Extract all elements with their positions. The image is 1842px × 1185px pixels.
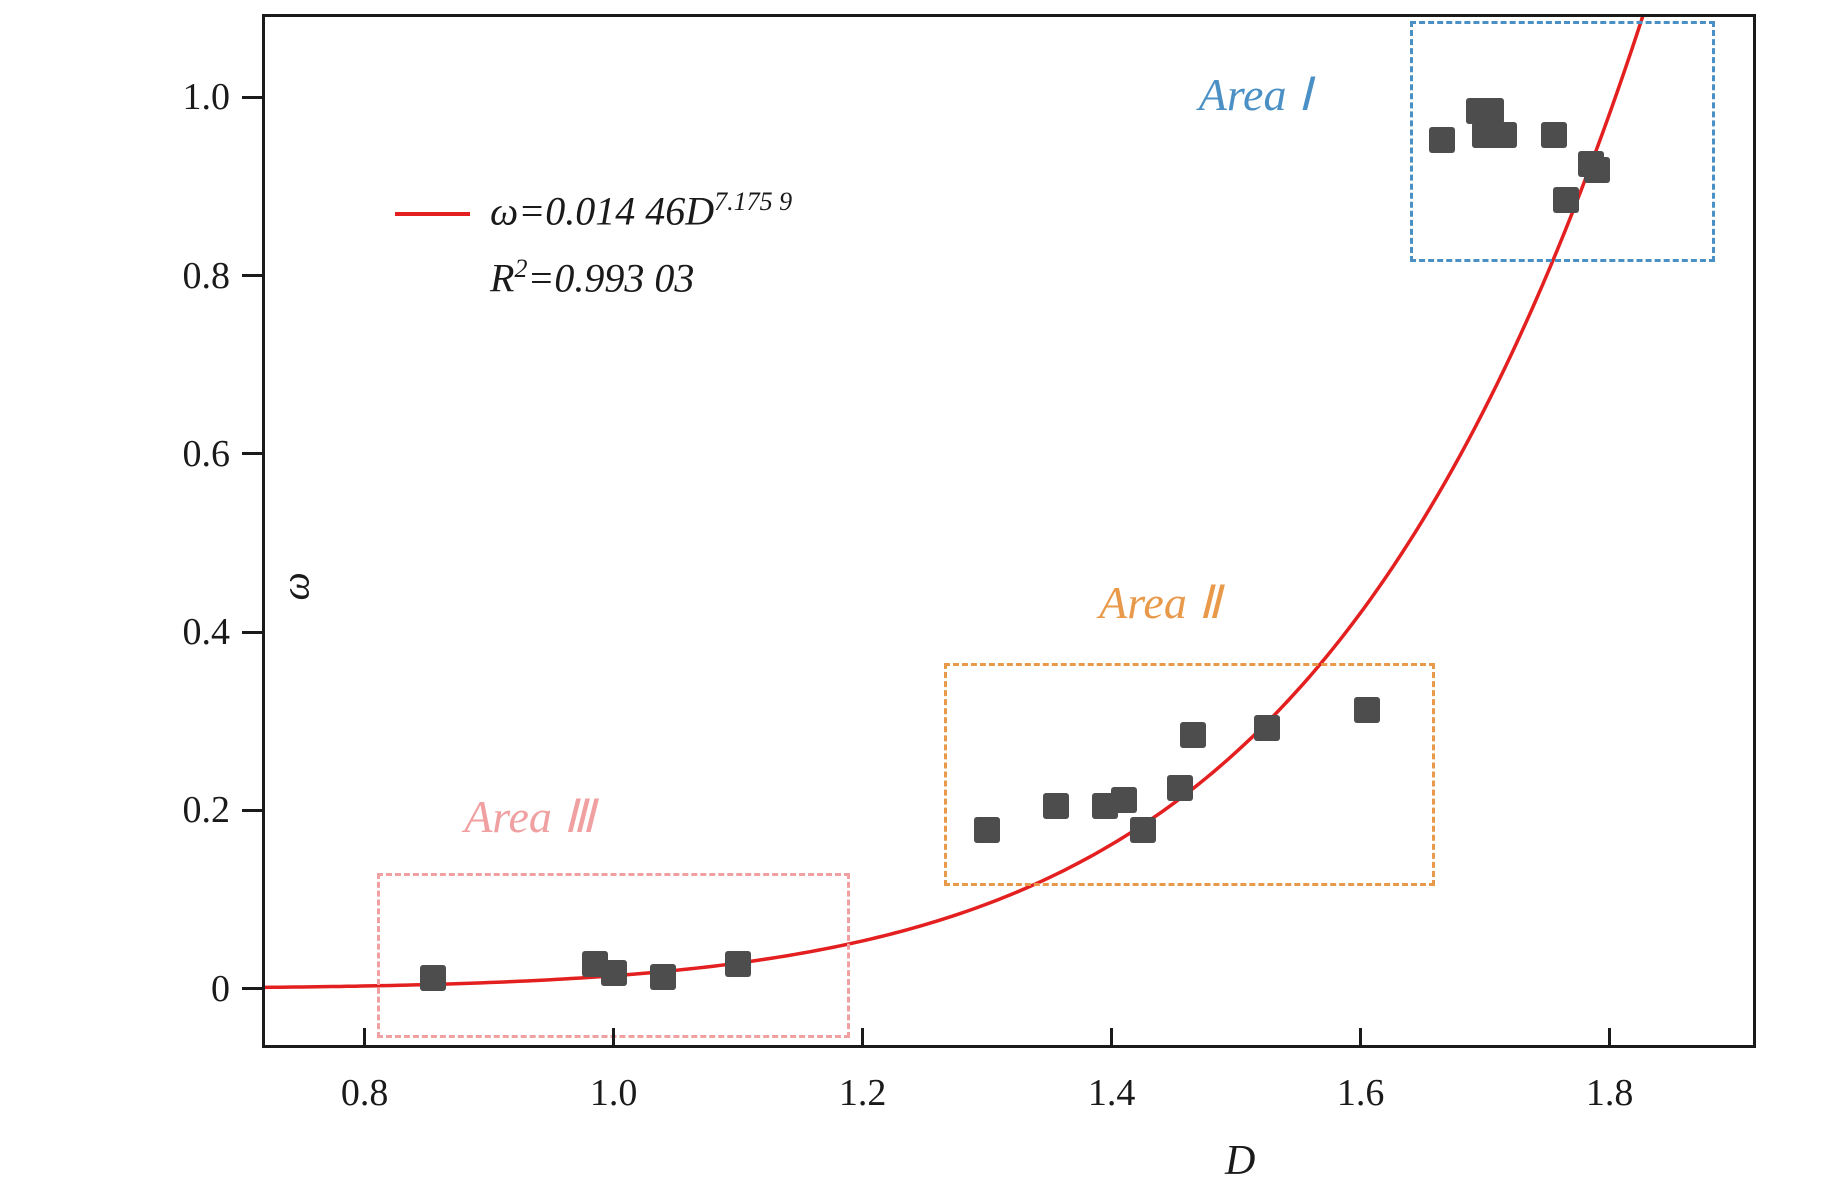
chart-container: D ω ω=0.014 46D7.175 9 R2=0.993 03 Area … bbox=[0, 0, 1842, 1166]
x-axis-tick-label: 1.2 bbox=[813, 1071, 913, 1115]
data-point-area2-9 bbox=[1354, 697, 1380, 723]
x-axis-label: D bbox=[1225, 1137, 1255, 1185]
y-axis-label: ω bbox=[272, 572, 319, 600]
legend-r-squared: R2=0.993 03 bbox=[490, 254, 694, 301]
data-point-area2-1 bbox=[974, 817, 1000, 843]
x-axis-tick-label: 1.4 bbox=[1062, 1071, 1162, 1115]
x-axis-tick-label: 0.8 bbox=[315, 1071, 415, 1115]
data-point-area3-1 bbox=[420, 965, 446, 991]
y-axis-tick bbox=[242, 631, 262, 634]
x-axis-tick-label: 1.8 bbox=[1560, 1071, 1660, 1115]
x-axis-tick bbox=[612, 1028, 615, 1048]
x-axis-tick bbox=[1359, 1028, 1362, 1048]
region-box-3 bbox=[377, 873, 850, 1038]
plot-area: D ω ω=0.014 46D7.175 9 R2=0.993 03 Area … bbox=[262, 14, 1756, 1048]
data-point-area1-7 bbox=[1553, 187, 1579, 213]
data-point-area2-2 bbox=[1043, 793, 1069, 819]
y-axis-tick bbox=[242, 452, 262, 455]
data-point-area2-5 bbox=[1130, 817, 1156, 843]
data-point-area3-5 bbox=[725, 951, 751, 977]
y-axis-tick bbox=[242, 987, 262, 990]
data-point-area1-4 bbox=[1478, 98, 1504, 124]
y-axis-tick-label: 0 bbox=[135, 967, 230, 1011]
data-point-area1-5 bbox=[1491, 122, 1517, 148]
x-axis-tick-label: 1.0 bbox=[564, 1071, 664, 1115]
y-axis-tick-label: 1.0 bbox=[135, 75, 230, 119]
x-axis-tick bbox=[1110, 1028, 1113, 1048]
y-axis-tick-label: 0.8 bbox=[135, 254, 230, 298]
x-axis-tick-label: 1.6 bbox=[1311, 1071, 1411, 1115]
region-label-2: Area Ⅱ bbox=[1099, 575, 1221, 629]
legend-equation: ω=0.014 46D7.175 9 bbox=[490, 187, 792, 234]
y-axis-tick bbox=[242, 96, 262, 99]
region-label-1: Area Ⅰ bbox=[1199, 67, 1312, 121]
y-axis-tick-label: 0.4 bbox=[135, 610, 230, 654]
x-axis-tick bbox=[861, 1028, 864, 1048]
y-axis-tick-label: 0.6 bbox=[135, 432, 230, 476]
data-point-area2-8 bbox=[1254, 715, 1280, 741]
y-axis-tick-label: 0.2 bbox=[135, 788, 230, 832]
y-axis-tick bbox=[242, 809, 262, 812]
legend-line-swatch bbox=[395, 212, 470, 216]
data-point-area2-7 bbox=[1180, 722, 1206, 748]
data-point-area1-9 bbox=[1584, 157, 1610, 183]
x-axis-tick bbox=[1608, 1028, 1611, 1048]
region-label-3: Area Ⅲ bbox=[464, 789, 595, 843]
data-point-area2-6 bbox=[1167, 775, 1193, 801]
data-point-area1-6 bbox=[1541, 122, 1567, 148]
y-axis-tick bbox=[242, 274, 262, 277]
data-point-area3-3 bbox=[601, 960, 627, 986]
data-point-area1-1 bbox=[1429, 127, 1455, 153]
data-point-area3-4 bbox=[650, 964, 676, 990]
data-point-area2-4 bbox=[1111, 787, 1137, 813]
x-axis-tick bbox=[363, 1028, 366, 1048]
